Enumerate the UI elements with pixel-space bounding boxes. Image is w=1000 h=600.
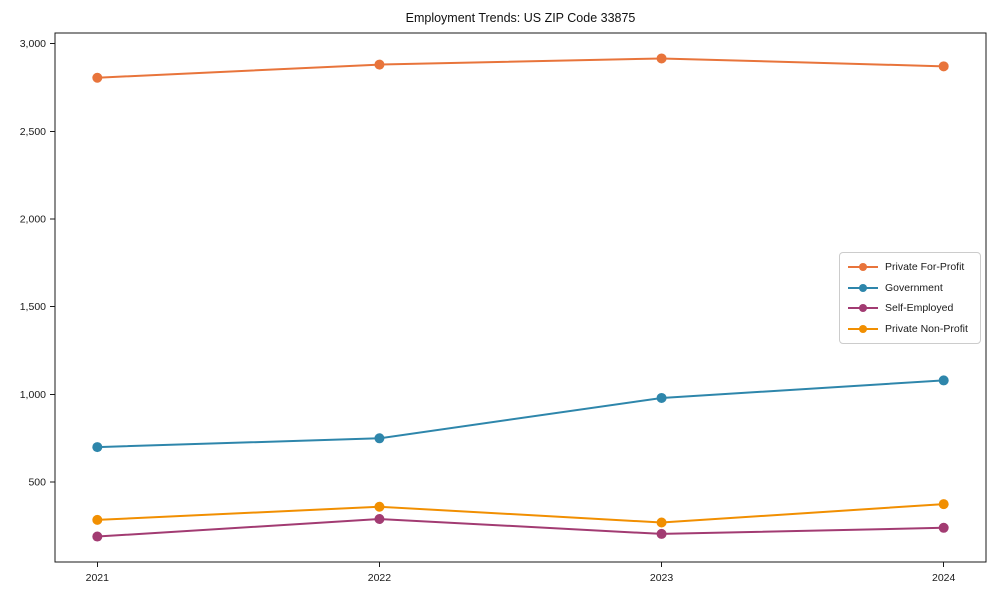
legend-item-government: Government: [848, 278, 974, 299]
legend-swatch-icon: [848, 324, 878, 333]
chart-title: Employment Trends: US ZIP Code 33875: [405, 11, 636, 25]
legend-swatch-icon: [848, 304, 878, 313]
series-line-government: [96, 379, 945, 449]
legend-label: Private For-Profit: [885, 261, 965, 274]
data-point-government: [656, 392, 667, 403]
data-point-self-employed: [938, 522, 949, 533]
x-tick-label: 2021: [86, 572, 110, 584]
series-line-private-non-profit: [96, 503, 945, 524]
data-point-government: [938, 375, 949, 386]
y-tick-label: 500: [28, 477, 46, 489]
data-point-private-non-profit: [938, 499, 949, 510]
data-point-self-employed: [656, 528, 667, 539]
data-point-self-employed: [374, 514, 385, 525]
data-point-private-for-profit: [938, 61, 949, 72]
series-line-self-employed: [96, 518, 945, 538]
legend-item-self-employed: Self-Employed: [848, 298, 974, 319]
y-tick-label: 1,500: [20, 301, 46, 313]
data-point-private-non-profit: [92, 514, 103, 525]
y-tick-label: 2,000: [20, 213, 46, 225]
x-tick-label: 2023: [650, 572, 674, 584]
series-line-private-for-profit: [96, 57, 945, 79]
axes-frame: [54, 32, 987, 563]
data-point-government: [374, 433, 385, 444]
legend-swatch-icon: [848, 283, 878, 292]
data-point-private-non-profit: [374, 501, 385, 512]
legend-item-private-for-profit: Private For-Profit: [848, 257, 974, 278]
legend-item-private-non-profit: Private Non-Profit: [848, 319, 974, 340]
data-point-government: [92, 442, 103, 453]
legend-swatch-icon: [848, 263, 878, 272]
data-point-private-for-profit: [656, 53, 667, 64]
legend-label: Government: [885, 281, 943, 294]
data-point-self-employed: [92, 531, 103, 542]
legend-label: Self-Employed: [885, 302, 954, 315]
x-tick-label: 2022: [368, 572, 392, 584]
data-point-private-for-profit: [92, 72, 103, 83]
x-tick-label: 2024: [932, 572, 956, 584]
y-tick-label: 3,000: [20, 38, 46, 50]
legend-label: Private Non-Profit: [885, 322, 968, 335]
data-point-private-non-profit: [656, 517, 667, 528]
legend: Private For-Profit Government Self-Emplo…: [839, 252, 981, 344]
y-tick-label: 2,500: [20, 126, 46, 138]
y-tick-label: 1,000: [20, 389, 46, 401]
data-point-private-for-profit: [374, 59, 385, 70]
